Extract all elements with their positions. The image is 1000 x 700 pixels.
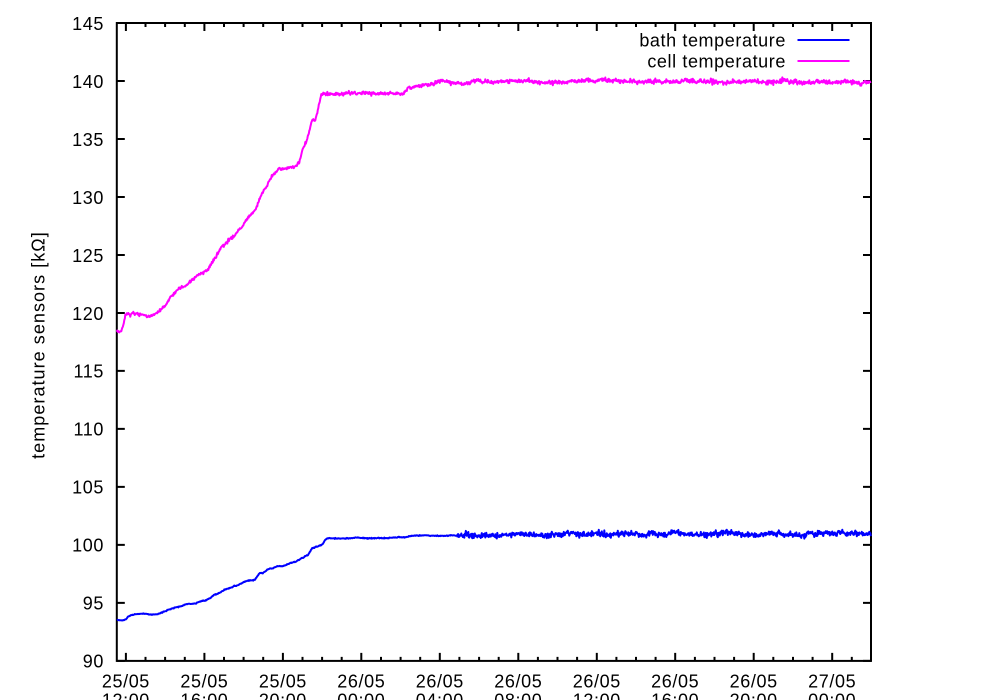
svg-text:90: 90: [83, 652, 104, 672]
svg-text:temperature sensors [kΩ]: temperature sensors [kΩ]: [29, 231, 49, 459]
svg-text:bath temperature: bath temperature: [639, 30, 786, 50]
svg-text:140: 140: [72, 72, 104, 92]
svg-text:16:00: 16:00: [651, 691, 699, 700]
svg-text:25/05: 25/05: [180, 672, 228, 692]
svg-text:25/05: 25/05: [102, 672, 150, 692]
svg-text:cell temperature: cell temperature: [647, 51, 786, 71]
svg-text:16:00: 16:00: [180, 691, 228, 700]
svg-text:100: 100: [72, 536, 104, 556]
svg-text:00:00: 00:00: [808, 691, 856, 700]
svg-text:26/05: 26/05: [651, 672, 699, 692]
svg-text:12:00: 12:00: [573, 691, 621, 700]
svg-text:105: 105: [72, 478, 104, 498]
svg-text:145: 145: [72, 14, 104, 34]
svg-text:25/05: 25/05: [259, 672, 307, 692]
svg-text:27/05: 27/05: [808, 672, 856, 692]
svg-text:135: 135: [72, 130, 104, 150]
svg-text:95: 95: [83, 594, 104, 614]
svg-text:120: 120: [72, 304, 104, 324]
svg-text:08:00: 08:00: [494, 691, 542, 700]
svg-text:26/05: 26/05: [730, 672, 778, 692]
svg-text:115: 115: [74, 362, 105, 382]
svg-text:110: 110: [74, 420, 105, 440]
svg-text:12:00: 12:00: [102, 691, 150, 700]
svg-text:04:00: 04:00: [416, 691, 464, 700]
svg-text:26/05: 26/05: [494, 672, 542, 692]
svg-text:20:00: 20:00: [259, 691, 307, 700]
svg-text:26/05: 26/05: [573, 672, 621, 692]
svg-text:26/05: 26/05: [337, 672, 385, 692]
svg-text:130: 130: [72, 188, 104, 208]
svg-text:20:00: 20:00: [730, 691, 778, 700]
svg-text:26/05: 26/05: [416, 672, 464, 692]
svg-text:125: 125: [72, 246, 104, 266]
svg-text:00:00: 00:00: [337, 691, 385, 700]
